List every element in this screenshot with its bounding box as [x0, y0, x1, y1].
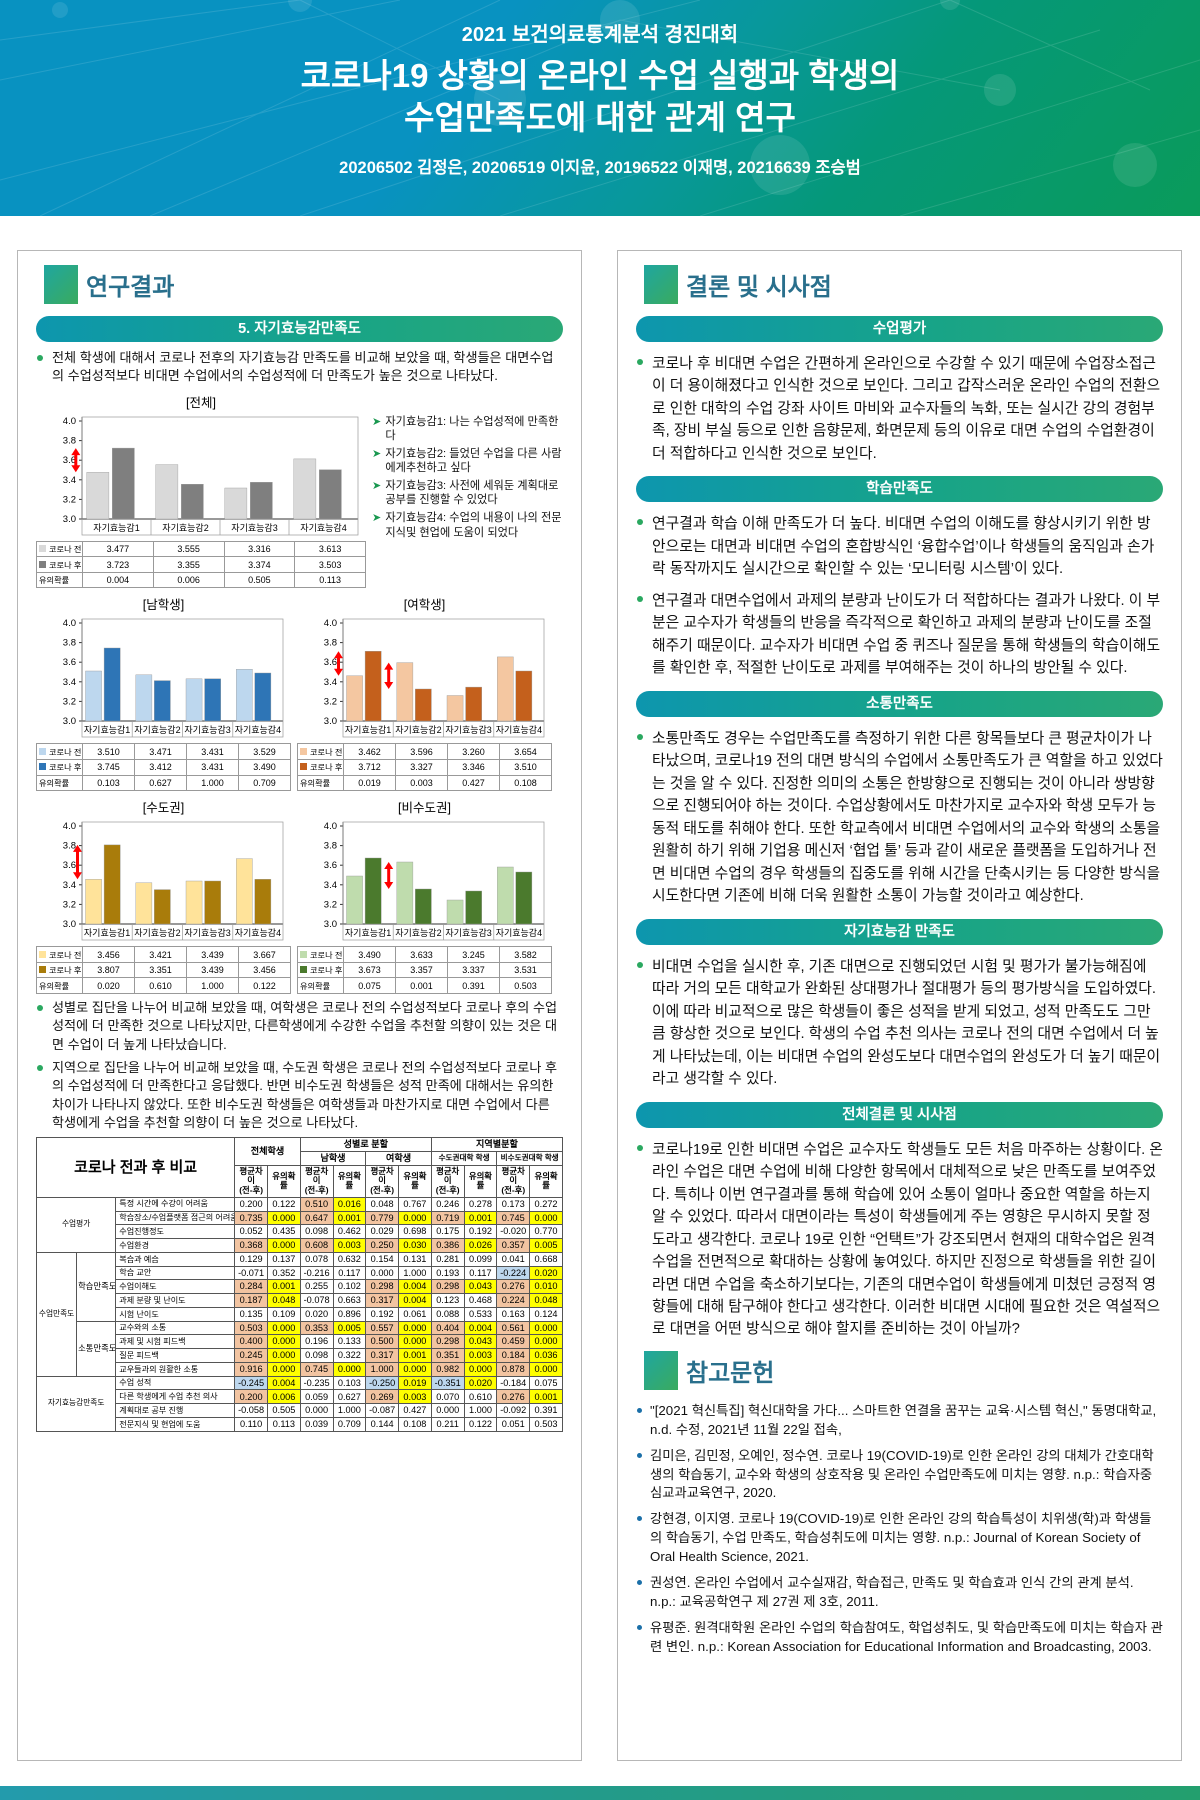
svg-text:3.8: 3.8: [63, 841, 76, 852]
svg-text:자기효능감2: 자기효능감2: [162, 522, 208, 533]
svg-text:자기효능감1: 자기효능감1: [345, 927, 391, 938]
svg-text:3.0: 3.0: [324, 919, 337, 930]
svg-text:3.6: 3.6: [324, 860, 337, 871]
svg-text:3.6: 3.6: [324, 658, 337, 669]
svg-text:3.0: 3.0: [63, 716, 76, 727]
svg-text:3.4: 3.4: [324, 677, 337, 688]
svg-text:3.8: 3.8: [324, 638, 337, 649]
svg-text:[남학생]: [남학생]: [143, 598, 184, 612]
svg-text:3.8: 3.8: [63, 435, 76, 446]
svg-text:3.6: 3.6: [63, 860, 76, 871]
svg-text:자기효능감1: 자기효능감1: [84, 724, 130, 735]
svg-text:3.8: 3.8: [63, 638, 76, 649]
svg-text:3.0: 3.0: [63, 919, 76, 930]
svg-text:자기효능감4: 자기효능감4: [300, 522, 346, 533]
svg-text:[수도권]: [수도권]: [143, 801, 184, 815]
svg-text:3.2: 3.2: [324, 697, 337, 708]
svg-text:3.4: 3.4: [63, 474, 76, 485]
svg-text:자기효능감1: 자기효능감1: [345, 724, 391, 735]
svg-text:자기효능감4: 자기효능감4: [235, 724, 281, 735]
svg-text:3.2: 3.2: [63, 697, 76, 708]
svg-text:3.4: 3.4: [324, 880, 337, 891]
svg-text:자기효능감4: 자기효능감4: [496, 724, 542, 735]
svg-text:3.2: 3.2: [63, 900, 76, 911]
svg-text:3.0: 3.0: [63, 514, 76, 525]
svg-text:자기효능감3: 자기효능감3: [445, 724, 491, 735]
svg-text:3.2: 3.2: [63, 494, 76, 505]
svg-text:[여학생]: [여학생]: [404, 598, 445, 612]
svg-text:[전체]: [전체]: [186, 396, 216, 410]
svg-text:4.0: 4.0: [63, 821, 76, 832]
svg-text:3.6: 3.6: [63, 658, 76, 669]
svg-text:자기효능감3: 자기효능감3: [445, 927, 491, 938]
svg-text:자기효능감4: 자기효능감4: [496, 927, 542, 938]
svg-text:[비수도권]: [비수도권]: [398, 801, 451, 815]
svg-text:3.4: 3.4: [63, 677, 76, 688]
svg-text:자기효능감3: 자기효능감3: [184, 927, 230, 938]
svg-text:3.0: 3.0: [324, 716, 337, 727]
svg-text:자기효능감2: 자기효능감2: [134, 927, 180, 938]
svg-text:자기효능감2: 자기효능감2: [395, 724, 441, 735]
svg-text:자기효능감1: 자기효능감1: [84, 927, 130, 938]
svg-text:자기효능감2: 자기효능감2: [134, 724, 180, 735]
svg-text:자기효능감4: 자기효능감4: [235, 927, 281, 938]
svg-text:자기효능감2: 자기효능감2: [395, 927, 441, 938]
svg-text:3.4: 3.4: [63, 880, 76, 891]
svg-text:3.8: 3.8: [324, 841, 337, 852]
svg-text:자기효능감3: 자기효능감3: [231, 522, 277, 533]
svg-text:4.0: 4.0: [63, 416, 76, 427]
svg-text:자기효능감1: 자기효능감1: [93, 522, 139, 533]
svg-text:4.0: 4.0: [63, 618, 76, 629]
svg-text:3.2: 3.2: [324, 900, 337, 911]
svg-text:4.0: 4.0: [324, 618, 337, 629]
svg-text:3.6: 3.6: [63, 455, 76, 466]
svg-text:자기효능감3: 자기효능감3: [184, 724, 230, 735]
svg-text:4.0: 4.0: [324, 821, 337, 832]
